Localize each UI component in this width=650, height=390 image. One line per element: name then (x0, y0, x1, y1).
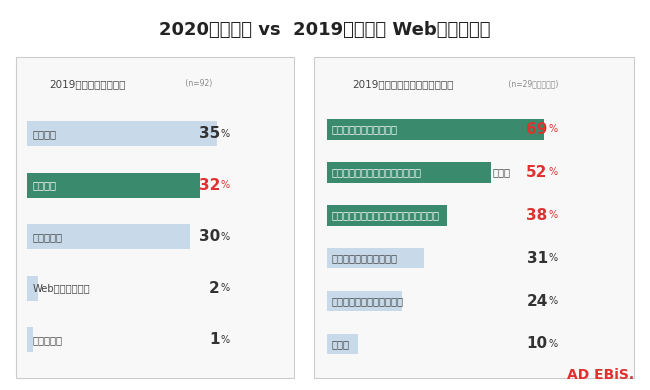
Text: 商材の販売シーズンのため: 商材の販売シーズンのため (332, 296, 404, 306)
Text: 10: 10 (526, 337, 548, 351)
Text: 新型コロナウイルスの影響による需要増: 新型コロナウイルスの影響による需要増 (332, 210, 440, 220)
Text: 31: 31 (526, 251, 548, 266)
Text: オンラインの売上が減少: オンラインの売上が減少 (332, 253, 398, 263)
Text: 2019年下半期より増額した理由: 2019年下半期より増額した理由 (352, 79, 454, 89)
Text: %: % (220, 335, 229, 345)
Text: 実店舗の売上減によるオンライン: 実店舗の売上減によるオンライン (332, 167, 422, 177)
Text: 減額した: 減額した (32, 129, 57, 139)
Text: その他: その他 (332, 339, 350, 349)
Text: わからない: わからない (32, 335, 62, 345)
Text: 24: 24 (526, 294, 548, 308)
Text: %: % (220, 283, 229, 293)
Text: AD EBiS.: AD EBiS. (567, 368, 634, 382)
Text: シフト: シフト (492, 167, 510, 177)
Text: 38: 38 (526, 208, 548, 223)
Text: %: % (549, 296, 558, 306)
Text: %: % (549, 339, 558, 349)
Text: %: % (220, 232, 229, 242)
Text: 32: 32 (198, 178, 220, 193)
Text: (n=29、複数回答): (n=29、複数回答) (506, 79, 558, 88)
Text: 2020年上半期 vs  2019年下半期 Web広告費比較: 2020年上半期 vs 2019年下半期 Web広告費比較 (159, 21, 491, 39)
Text: オンラインの売上が伸長: オンラインの売上が伸長 (332, 124, 398, 135)
Text: 2: 2 (209, 281, 220, 296)
Text: (n=92): (n=92) (183, 79, 213, 88)
Text: Web広告出稿なし: Web広告出稿なし (32, 283, 90, 293)
Text: %: % (549, 124, 558, 135)
Text: 35: 35 (199, 126, 220, 141)
Text: %: % (549, 210, 558, 220)
Text: %: % (549, 167, 558, 177)
Text: 30: 30 (199, 229, 220, 244)
Text: 2019年下半期との比較: 2019年下半期との比較 (49, 79, 126, 89)
Text: 増額した: 増額した (32, 180, 57, 190)
Text: %: % (220, 129, 229, 139)
Text: %: % (549, 253, 558, 263)
Text: %: % (220, 180, 229, 190)
Text: 69: 69 (526, 122, 548, 137)
Text: 1: 1 (209, 332, 220, 347)
Text: 52: 52 (526, 165, 548, 180)
Text: 変わらない: 変わらない (32, 232, 62, 242)
